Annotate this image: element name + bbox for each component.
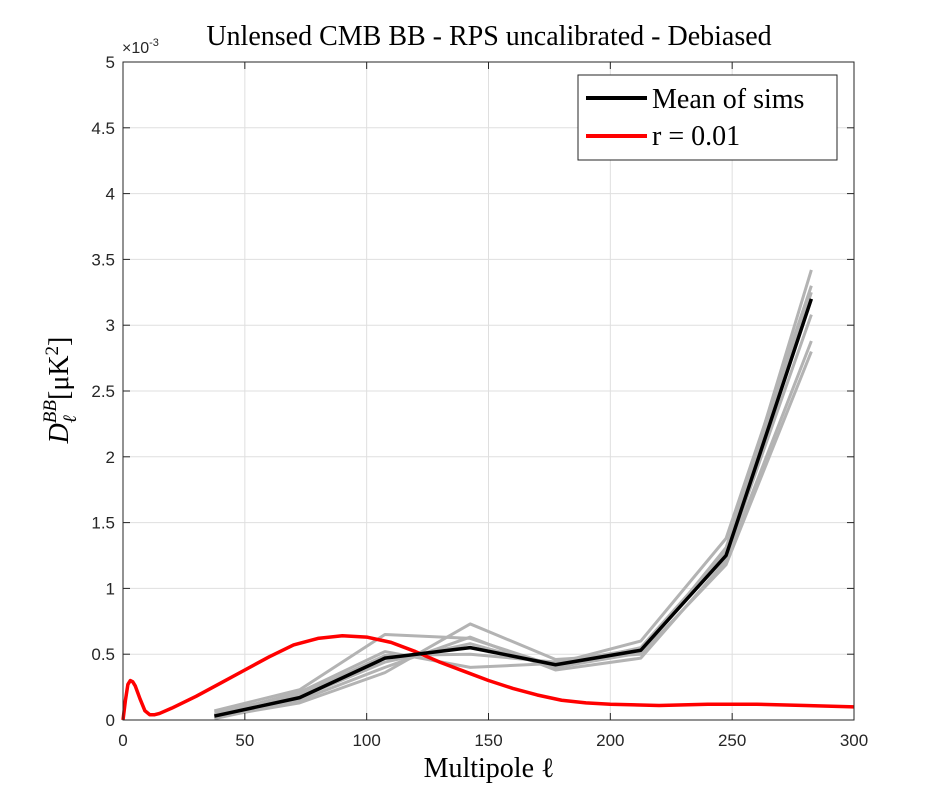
- y-axis-label: DℓBB[μK2]: [40, 337, 81, 445]
- y-tick-label: 0.5: [91, 645, 115, 664]
- x-tick-label: 250: [718, 731, 746, 750]
- y-axis-label-sup: BB: [40, 400, 61, 424]
- y-tick-label: 2.5: [91, 382, 115, 401]
- x-axis-label: Multipole ℓ: [424, 753, 555, 784]
- legend-label-mean: Mean of sims: [652, 84, 804, 115]
- y-tick-label: 5: [106, 53, 115, 72]
- sim-line-4: [214, 340, 813, 721]
- x-tick-label: 0: [118, 731, 127, 750]
- x-tick-label: 50: [235, 731, 254, 750]
- y-tick-label: 3.5: [91, 250, 115, 269]
- y-axis-label-unit-sup: 2: [42, 346, 63, 356]
- x-tick-label: 200: [596, 731, 624, 750]
- r-0.01-line: [121, 634, 855, 721]
- y-axis-label-unit: [μK: [44, 355, 75, 400]
- mean-of-sims-line: [214, 298, 814, 718]
- y-tick-label: 3: [106, 316, 115, 335]
- y-axis-exponent: ×10-3: [122, 37, 159, 57]
- legend-label-r: r = 0.01: [652, 121, 740, 152]
- y-tick-label: 0: [106, 711, 115, 730]
- y-tick-label: 4: [106, 185, 115, 204]
- y-axis-exponent-base: ×10: [122, 40, 149, 57]
- x-axis-ticks: 0 50 100 150 200 250 300: [118, 62, 868, 750]
- y-tick-label: 1: [106, 579, 115, 598]
- sim-line-2: [214, 350, 813, 719]
- y-axis-exponent-power: -3: [149, 37, 159, 49]
- y-tick-label: 2: [106, 448, 115, 467]
- y-axis-label-sub: ℓ: [60, 415, 81, 423]
- x-tick-label: 100: [352, 731, 380, 750]
- x-tick-label: 300: [840, 731, 868, 750]
- chart-title: Unlensed CMB BB - RPS uncalibrated - Deb…: [206, 21, 771, 52]
- y-axis-label-base: D: [44, 423, 75, 444]
- legend: Mean of sims r = 0.01: [577, 74, 838, 161]
- y-axis-ticks: 0 0.5 1 1.5 2 2.5 3 3.5 4 4.5 5: [91, 53, 854, 730]
- x-tick-label: 150: [474, 731, 502, 750]
- y-tick-label: 4.5: [91, 119, 115, 138]
- legend-box: [577, 74, 838, 161]
- series-lines: [121, 298, 855, 721]
- sim-line-3: [213, 285, 813, 717]
- y-tick-label: 1.5: [91, 514, 115, 533]
- y-axis-label-unit-close: ]: [44, 337, 75, 346]
